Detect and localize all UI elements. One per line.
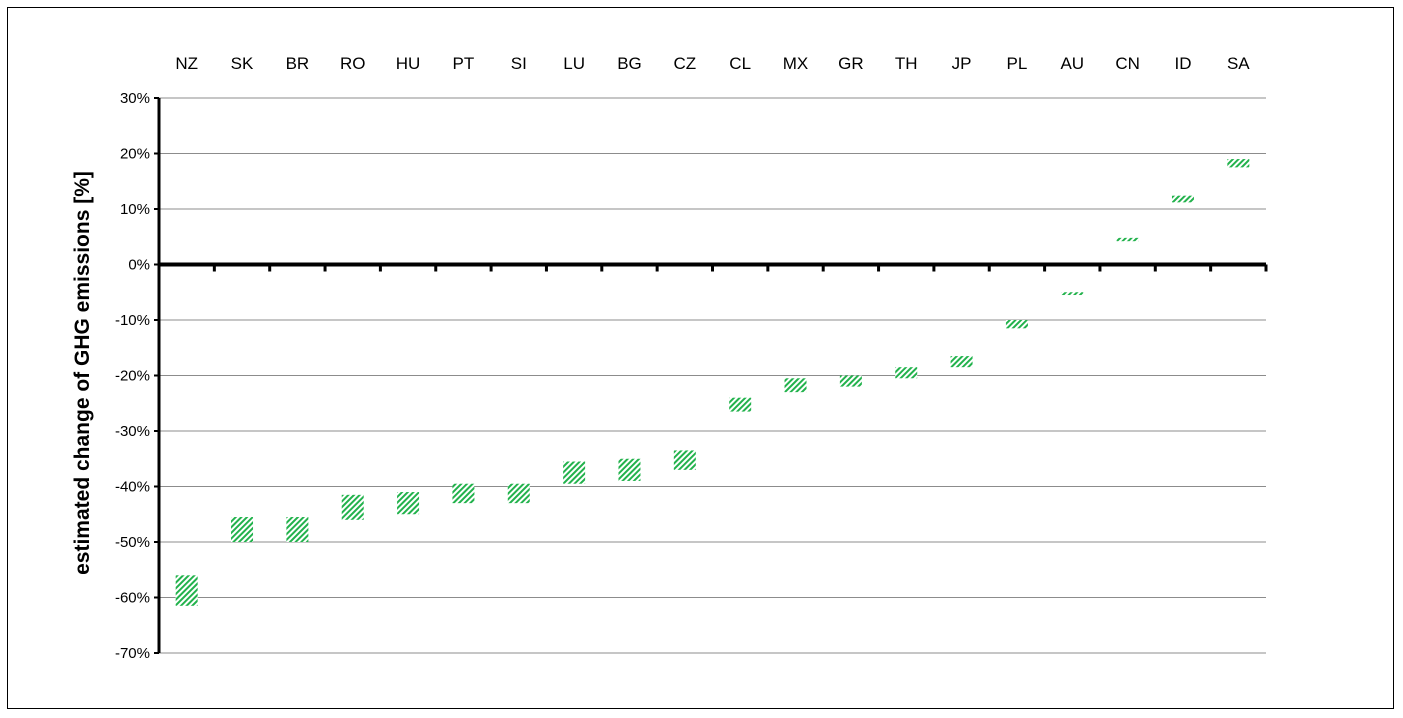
category-label: PT — [453, 54, 475, 73]
category-label: HU — [396, 54, 421, 73]
bar-au — [1061, 292, 1084, 296]
bar-pl — [1005, 320, 1028, 329]
category-label: PL — [1007, 54, 1028, 73]
category-label: JP — [952, 54, 972, 73]
bar-cz — [673, 450, 696, 470]
y-tick-label: 10% — [120, 201, 150, 218]
category-label: TH — [895, 54, 918, 73]
category-label: SA — [1227, 54, 1250, 73]
category-label: RO — [340, 54, 366, 73]
category-label: ID — [1174, 54, 1191, 73]
category-label: BG — [617, 54, 642, 73]
bar-ro — [341, 494, 364, 520]
y-tick-label: -70% — [115, 645, 150, 662]
bar-sa — [1227, 159, 1250, 168]
category-label: CL — [729, 54, 751, 73]
bar-bg — [618, 458, 641, 481]
category-label: AU — [1060, 54, 1084, 73]
chart: 30% 20% 10% 0% -10% -20% -30% -40% -50% -60% -70% N… — [71, 54, 1268, 662]
bar-id — [1171, 195, 1194, 203]
category-label: SI — [511, 54, 527, 73]
category-label: LU — [563, 54, 585, 73]
category-label: MX — [783, 54, 809, 73]
category-label: BR — [286, 54, 310, 73]
y-tick-label: -10% — [115, 312, 150, 329]
y-axis-title: estimated change of GHG emissions [%] — [71, 171, 94, 575]
bar-hu — [397, 492, 420, 515]
bar-lu — [563, 461, 586, 484]
bar-br — [286, 517, 309, 542]
category-label: NZ — [175, 54, 198, 73]
y-tick-label: -40% — [115, 479, 150, 496]
category-label: SK — [231, 54, 254, 73]
bar-th — [895, 367, 918, 379]
chart-frame: 30% 20% 10% 0% -10% -20% -30% -40% -50% -60% -70% N… — [7, 7, 1394, 709]
y-tick-label: -60% — [115, 590, 150, 607]
y-tick-label: 30% — [120, 90, 150, 107]
bar-mx — [784, 378, 807, 393]
bar-nz — [175, 575, 198, 606]
bar-sk — [231, 517, 254, 542]
category-label: CZ — [673, 54, 696, 73]
bar-jp — [950, 356, 973, 368]
category-label: CN — [1115, 54, 1140, 73]
bar-cn — [1116, 237, 1139, 242]
y-tick-label: 0% — [128, 257, 150, 274]
category-label: GR — [838, 54, 864, 73]
bar-si — [507, 483, 530, 504]
bar-pt — [452, 483, 475, 504]
y-tick-label: 20% — [120, 146, 150, 163]
bar-cl — [729, 397, 752, 412]
bar-gr — [839, 375, 862, 387]
y-tick-label: -20% — [115, 368, 150, 385]
y-tick-label: -50% — [115, 534, 150, 551]
y-tick-label: -30% — [115, 423, 150, 440]
